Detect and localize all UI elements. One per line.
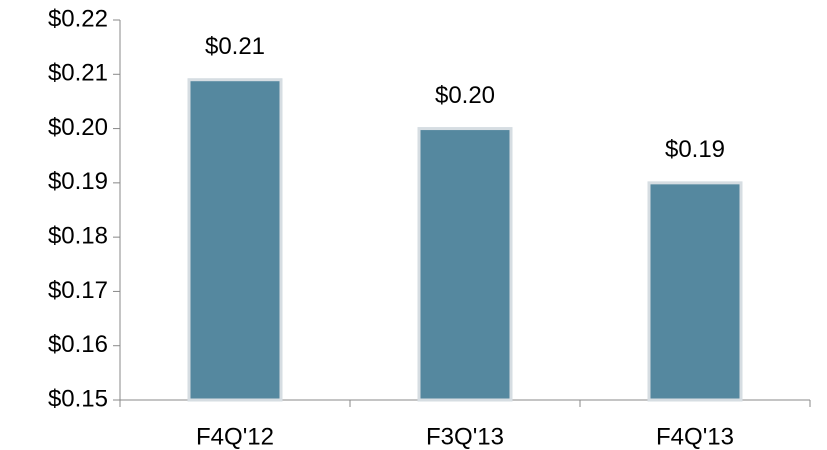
data-label: $0.20 — [435, 82, 495, 109]
y-tick-label: $0.20 — [48, 114, 108, 141]
bar — [187, 78, 283, 402]
bar — [647, 181, 743, 402]
x-tick-label: F3Q'13 — [426, 423, 504, 450]
y-tick-label: $0.21 — [48, 60, 108, 87]
bar — [417, 127, 513, 402]
y-tick-label: $0.15 — [48, 385, 108, 412]
x-tick-label: F4Q'12 — [196, 423, 274, 450]
y-tick-label: $0.17 — [48, 277, 108, 304]
data-label: $0.19 — [665, 136, 725, 163]
y-tick-label: $0.19 — [48, 168, 108, 195]
y-tick-label: $0.18 — [48, 222, 108, 249]
data-label: $0.21 — [205, 33, 265, 60]
y-tick-label: $0.22 — [48, 5, 108, 32]
x-tick-label: F4Q'13 — [656, 423, 734, 450]
y-tick-label: $0.16 — [48, 331, 108, 358]
